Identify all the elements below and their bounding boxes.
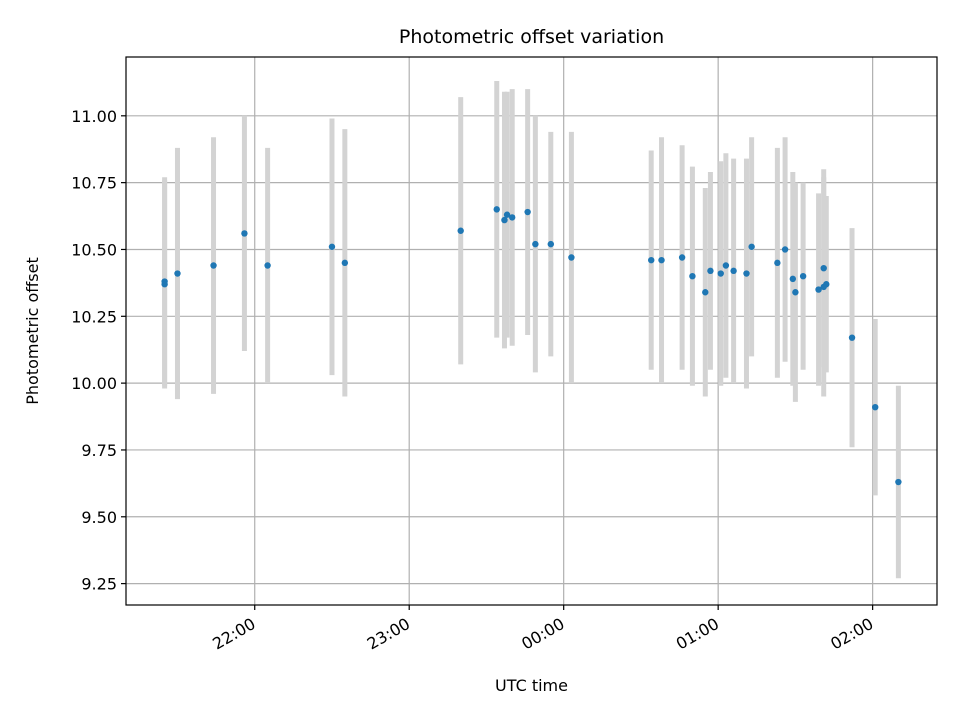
data-point <box>678 254 686 261</box>
data-point <box>820 264 827 272</box>
data-point <box>774 259 781 267</box>
data-point <box>457 227 464 234</box>
data-point <box>748 243 755 250</box>
data-point <box>508 214 516 221</box>
data-point <box>872 403 879 411</box>
data-point <box>503 211 511 218</box>
data-point <box>264 262 271 269</box>
y-axis-label: Photometric offset <box>23 257 42 405</box>
data-point <box>501 216 508 224</box>
data-point <box>730 267 737 275</box>
data-point <box>717 270 724 277</box>
data-point <box>658 256 665 264</box>
data-point <box>328 243 336 250</box>
data-point <box>174 270 181 277</box>
data-points <box>161 206 902 486</box>
y-tick-label: 9.50 <box>81 508 117 527</box>
data-point <box>161 281 168 288</box>
data-point <box>848 334 856 341</box>
data-point <box>895 478 902 486</box>
y-tick-label: 9.75 <box>81 441 117 460</box>
plot-frame <box>125 56 938 606</box>
y-tick-label: 11.00 <box>71 107 117 126</box>
data-point <box>341 259 349 267</box>
data-point <box>241 230 248 237</box>
data-point <box>815 286 822 293</box>
x-axis-label: UTC time <box>495 676 568 695</box>
data-point <box>648 256 655 264</box>
data-point <box>792 289 799 296</box>
y-tick-label: 9.25 <box>81 575 117 594</box>
grid-lines <box>126 57 937 605</box>
data-point <box>689 273 696 280</box>
data-point <box>781 246 789 253</box>
data-point <box>547 240 555 248</box>
data-point <box>702 289 709 296</box>
data-point <box>823 281 830 288</box>
data-point <box>210 262 217 269</box>
data-point <box>532 240 539 248</box>
y-tick-label: 10.00 <box>71 374 117 393</box>
data-point <box>568 254 575 261</box>
data-point <box>493 206 500 213</box>
y-tick-label: 10.25 <box>71 307 117 326</box>
data-point <box>707 267 714 275</box>
data-point <box>743 270 750 277</box>
data-point <box>722 262 730 269</box>
chart-title: Photometric offset variation <box>399 26 664 48</box>
y-tick-label: 10.50 <box>71 240 117 259</box>
data-point <box>789 275 797 283</box>
data-point <box>799 273 807 280</box>
y-tick-label: 10.75 <box>71 174 117 193</box>
data-point <box>524 208 531 216</box>
